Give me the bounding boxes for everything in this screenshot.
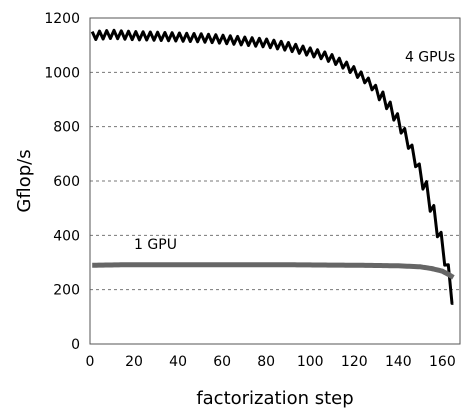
x-tick-label-20: 20	[125, 354, 143, 370]
plot-border	[89, 17, 461, 345]
y-tick-label-1000: 1000	[44, 65, 80, 81]
x-tick-label-40: 40	[169, 354, 187, 370]
x-axis-ticks: 0 20 40 60 80 100 120 140 160	[86, 354, 456, 370]
x-tick-label-60: 60	[213, 354, 231, 370]
y-tick-label-800: 800	[53, 120, 80, 136]
series-annotations: 4 GPUs 1 GPU	[134, 49, 455, 252]
y-axis-label: Gflop/s	[14, 149, 35, 212]
plot-area-frame	[89, 17, 461, 345]
series-line-4-gpus	[90, 28, 454, 305]
y-tick-label-200: 200	[53, 283, 80, 299]
x-tick-label-100: 100	[297, 354, 324, 370]
x-tick-label-140: 140	[385, 354, 412, 370]
y-tick-label-600: 600	[53, 174, 80, 190]
x-tick-label-0: 0	[86, 354, 95, 370]
x-tick-label-120: 120	[341, 354, 368, 370]
series-annotation-4-gpus: 4 GPUs	[405, 49, 455, 65]
y-tick-label-400: 400	[53, 228, 80, 244]
series-lines	[90, 28, 455, 305]
x-tick-label-160: 160	[429, 354, 456, 370]
y-tick-label-1200: 1200	[44, 11, 80, 27]
y-axis-ticks: 0 200 400 600 800 1000 1200	[44, 11, 80, 353]
series-line-1-gpu	[91, 262, 455, 280]
x-axis-label: factorization step	[196, 388, 353, 409]
y-tick-label-0: 0	[71, 337, 80, 353]
x-tick-label-80: 80	[257, 354, 275, 370]
series-annotation-1-gpu: 1 GPU	[134, 237, 177, 253]
